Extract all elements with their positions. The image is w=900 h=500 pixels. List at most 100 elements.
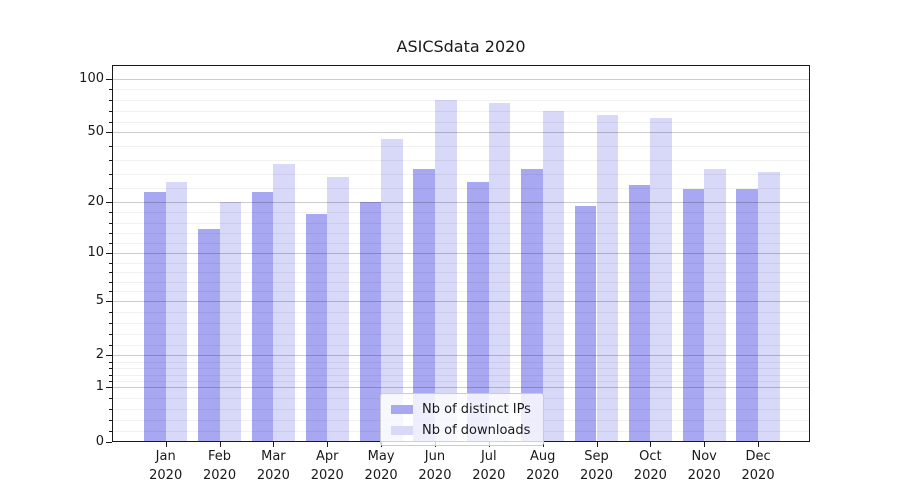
bar-ips-2 <box>197 228 220 442</box>
y-tick-2 <box>106 355 112 357</box>
y-tick-minor <box>109 121 112 123</box>
gridline-major-100 <box>113 78 809 80</box>
y-tick-5 <box>106 300 112 302</box>
y-tick-label-50: 50 <box>87 124 104 140</box>
bar-ips-12 <box>736 188 759 442</box>
legend-label-downloads: Nb of downloads <box>422 422 531 438</box>
gridline-major-5 <box>113 300 809 302</box>
y-tick-minor <box>109 110 112 112</box>
y-tick-1 <box>106 387 112 389</box>
x-tick-label-6: Jun 2020 <box>418 449 452 483</box>
y-tick-minor <box>109 398 112 400</box>
y-tick-minor <box>109 431 112 433</box>
gridline-minor <box>113 232 809 234</box>
bar-downloads-12 <box>758 171 780 442</box>
legend-swatch-downloads <box>391 425 413 435</box>
y-tick-minor <box>109 146 112 148</box>
plot-frame <box>112 65 810 442</box>
y-tick-minor <box>109 322 112 324</box>
gridline-minor <box>113 110 809 112</box>
y-tick-10 <box>106 253 112 255</box>
legend-swatch-distinct-ips <box>391 404 413 414</box>
gridline-minor <box>113 146 809 148</box>
gridline-minor <box>113 374 809 376</box>
x-tick-11 <box>704 442 706 447</box>
y-tick-minor <box>109 368 112 370</box>
y-tick-minor <box>109 100 112 102</box>
gridline-minor <box>113 222 809 224</box>
bar-ips-5 <box>359 202 382 442</box>
bar-ips-9 <box>574 206 597 442</box>
y-tick-minor <box>109 420 112 422</box>
gridline-minor <box>113 89 809 91</box>
y-tick-label-1: 1 <box>95 379 104 395</box>
gridline-major-2 <box>113 355 809 357</box>
bar-downloads-11 <box>704 169 726 442</box>
x-tick-label-9: Sep 2020 <box>579 449 614 483</box>
y-tick-50 <box>106 132 112 134</box>
bar-downloads-10 <box>650 118 672 442</box>
bar-downloads-4 <box>327 176 349 442</box>
y-tick-minor <box>109 232 112 234</box>
gridline-minor <box>113 281 809 283</box>
gridline-minor <box>113 188 809 190</box>
gridline-minor <box>113 160 809 162</box>
gridline-minor <box>113 381 809 383</box>
x-tick-label-11: Nov 2020 <box>687 449 721 483</box>
y-tick-minor <box>109 344 112 346</box>
gridline-minor <box>113 262 809 264</box>
x-tick-3 <box>273 442 275 447</box>
bar-downloads-7 <box>488 103 511 442</box>
x-tick-label-5: May 2020 <box>364 449 398 483</box>
x-tick-label-8: Aug 2020 <box>526 449 560 483</box>
gridline-minor <box>113 311 809 313</box>
bar-ips-1 <box>144 191 166 442</box>
bar-downloads-3 <box>273 164 295 442</box>
legend-item-distinct-ips: Nb of distinct IPs <box>391 400 531 418</box>
y-tick-20 <box>106 202 112 204</box>
y-tick-minor <box>109 291 112 293</box>
gridline-minor <box>113 272 809 274</box>
y-tick-100 <box>106 78 112 80</box>
chart-legend: Nb of distinct IPs Nb of downloads <box>380 393 544 446</box>
gridline-major-20 <box>113 202 809 204</box>
gridline-minor <box>113 174 809 176</box>
gridline-minor <box>113 361 809 363</box>
y-tick-minor <box>109 272 112 274</box>
gridline-minor <box>113 291 809 293</box>
bar-downloads-2 <box>219 202 242 442</box>
x-tick-label-10: Oct 2020 <box>633 449 667 483</box>
bar-ips-10 <box>628 185 651 442</box>
x-tick-label-1: Jan 2020 <box>149 449 183 483</box>
x-tick-2 <box>219 442 221 447</box>
chart-title: ASICSdata 2020 <box>396 37 526 56</box>
x-tick-label-12: Dec 2020 <box>741 449 775 483</box>
gridline-major-10 <box>113 253 809 255</box>
gridline-minor <box>113 368 809 370</box>
gridline-minor <box>113 344 809 346</box>
y-tick-minor <box>109 89 112 91</box>
y-tick-minor <box>109 374 112 376</box>
x-tick-9 <box>596 442 598 447</box>
bar-ips-11 <box>682 188 705 442</box>
bar-ips-4 <box>305 214 328 442</box>
legend-label-distinct-ips: Nb of distinct IPs <box>422 401 531 417</box>
y-tick-0 <box>106 442 112 443</box>
bar-ips-8 <box>521 169 543 442</box>
y-tick-label-0: 0 <box>95 434 104 449</box>
x-tick-1 <box>165 442 167 447</box>
bar-downloads-1 <box>165 182 188 442</box>
gridline-major-1 <box>113 387 809 389</box>
bar-downloads-8 <box>542 110 565 442</box>
gridline-minor <box>113 242 809 244</box>
gridline-minor <box>113 322 809 324</box>
y-tick-minor <box>109 381 112 383</box>
gridline-minor <box>113 333 809 335</box>
x-tick-12 <box>758 442 760 447</box>
y-tick-minor <box>109 281 112 283</box>
y-tick-minor <box>109 361 112 363</box>
y-tick-minor <box>109 188 112 190</box>
y-tick-label-2: 2 <box>95 347 104 363</box>
x-tick-label-7: Jul 2020 <box>472 449 506 483</box>
y-tick-minor <box>109 409 112 411</box>
